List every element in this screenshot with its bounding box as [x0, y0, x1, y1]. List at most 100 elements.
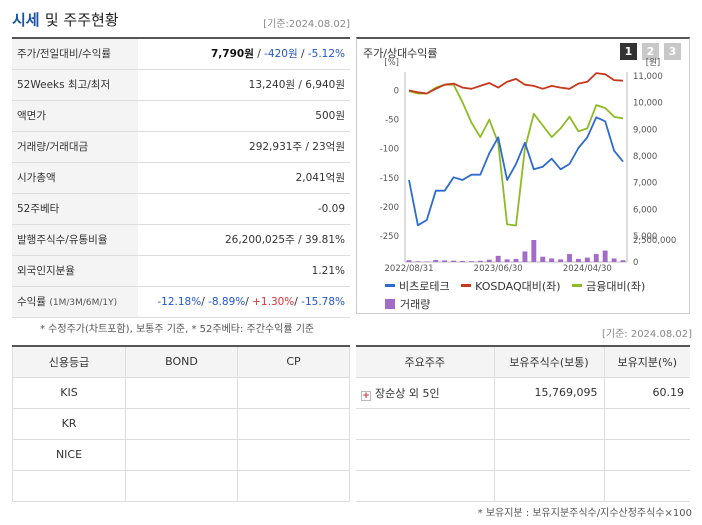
volume-bar	[442, 260, 448, 262]
volume-bar	[593, 254, 599, 262]
x-tick-label: 2023/06/30	[474, 264, 523, 274]
holder-name[interactable]: 장순상 외 5인	[375, 386, 440, 400]
y-tick-right: 11,000	[633, 72, 663, 82]
y-tick-left: -50	[385, 116, 399, 126]
table-row: NICE	[12, 438, 350, 471]
y-tick-right: 5,000	[633, 232, 657, 242]
x-tick-label: 2024/04/30	[563, 264, 612, 274]
table-row: + 장순상 외 5인 15,769,095 60.19	[356, 377, 690, 409]
volume-bar	[477, 260, 483, 262]
y-tick-left: -100	[380, 145, 399, 155]
chart-tabs: 1 2 3	[620, 43, 681, 60]
summary-row: 액면가 500원	[12, 101, 350, 132]
y-tick-right: 10,000	[633, 99, 663, 109]
summary-row-returns: 수익률 (1M/3M/6M/1Y) -12.18%/ -8.89%/ +1.30…	[12, 287, 350, 318]
stock-chart: [%] [원] 0 -50 -100 -150 -200 -250 11,000 10,000 9,…	[380, 58, 677, 274]
table-row	[356, 470, 690, 502]
volume-bar	[602, 250, 608, 262]
y-tick-left: 0	[394, 87, 399, 97]
volume-bar	[522, 251, 528, 262]
summary-row: 외국인지분율 1.21%	[12, 256, 350, 287]
holders-header: 주요주주	[356, 346, 494, 378]
summary-row: 거래량/거래대금 292,931주 / 23억원	[12, 132, 350, 163]
y-tick-left: -200	[380, 203, 399, 213]
volume-bar	[549, 258, 555, 262]
y-tick-left: -150	[380, 174, 399, 184]
table-row: KR	[12, 407, 350, 440]
kosdaq-relative-line	[408, 72, 624, 95]
finance-relative-line	[408, 83, 624, 227]
table-row: KIS	[12, 376, 350, 409]
table-row	[356, 408, 690, 440]
price-note: * 수정주가(차트포함), 보통주 기준, * 52주베타: 주간수익률 기준	[40, 324, 315, 335]
credit-header: BOND	[125, 345, 238, 378]
volume-bar	[406, 260, 412, 262]
chart-tab-1[interactable]: 1	[620, 43, 637, 60]
summary-row-price: 주가/전일대비/수익률 7,790원 / -420원 / -5.12%	[12, 39, 350, 70]
volume-bar	[468, 261, 474, 262]
volume-bar	[424, 261, 430, 262]
volume-bar	[575, 258, 581, 262]
table-row	[12, 469, 350, 502]
volume-bar	[513, 258, 519, 262]
holders-header: 보유주식수(보통)	[493, 346, 604, 378]
volume-bar	[531, 240, 537, 262]
summary-row: 발행주식수/유통비율 26,200,025주 / 39.81%	[12, 225, 350, 256]
y-tick-right: 6,000	[633, 205, 657, 215]
return-1m: -12.18%	[157, 296, 202, 308]
chart-legend: 비츠로테크 KOSDAQ대비(좌) 금융대비(좌) 거래량	[385, 277, 653, 312]
table-row	[356, 439, 690, 471]
summary-row: 52주베타 -0.09	[12, 194, 350, 225]
legend-item-stock: 비츠로테크	[385, 278, 450, 294]
return-1y: -15.78%	[301, 296, 345, 308]
volume-bar	[504, 259, 510, 262]
stock-price-line	[408, 116, 624, 227]
volume-bar	[611, 258, 617, 262]
price-change: -420원	[264, 48, 298, 60]
holders-header: 보유지분(%)	[603, 346, 690, 378]
volume-bar	[495, 255, 501, 262]
volume-tick: 0	[633, 258, 638, 268]
credit-header: CP	[237, 345, 350, 378]
expand-plus-icon[interactable]: +	[361, 390, 371, 401]
volume-bar	[558, 259, 564, 262]
volume-bar	[540, 256, 546, 262]
volume-bar	[415, 261, 421, 262]
credit-rating-table: 신용등급 BOND CP KIS KR NICE	[12, 345, 350, 502]
volume-bar	[433, 260, 439, 262]
credit-header: 신용등급	[12, 345, 126, 378]
stock-chart-panel: 주가/상대수익률 1 2 3 [%] [원] 0 -50 -100 -150 -200 -25…	[356, 37, 690, 314]
price-change-rate: -5.12%	[307, 48, 345, 60]
left-unit: [%]	[384, 58, 399, 68]
y-tick-right: 8,000	[633, 152, 657, 162]
holders-note: * 보유지분 : 보유지분주식수/지수산정주식수×100	[477, 508, 692, 519]
current-price: 7,790원	[211, 48, 254, 60]
volume-bar	[584, 257, 590, 262]
volume-bar	[486, 259, 492, 262]
volume-bar	[460, 260, 465, 262]
chart-title: 주가/상대수익률	[363, 47, 438, 60]
x-tick-label: 2022/08/31	[385, 264, 434, 274]
volume-bar	[451, 260, 457, 262]
volume-tick: 2,500,000	[633, 236, 676, 246]
y-tick-right: 7,000	[633, 179, 657, 189]
y-tick-left: -250	[380, 232, 399, 242]
volume-bar	[620, 260, 626, 262]
chart-tab-3[interactable]: 3	[664, 43, 681, 60]
price-summary-table: 주가/전일대비/수익률 7,790원 / -420원 / -5.12% 52We…	[12, 37, 350, 318]
right-unit: [원]	[646, 58, 660, 68]
chart-tab-2[interactable]: 2	[642, 43, 659, 60]
legend-item-finance: 금융대비(좌)	[572, 278, 645, 294]
summary-row: 시가총액 2,041억원	[12, 163, 350, 194]
legend-item-volume: 거래량	[385, 296, 430, 312]
base-date-holders: [기준: 2024.08.02]	[601, 329, 692, 340]
major-shareholders-table: 주요주주 보유주식수(보통) 보유지분(%) + 장순상 외 5인 15,769,…	[356, 345, 690, 502]
volume-bar	[567, 254, 572, 262]
y-tick-right: 9,000	[633, 125, 657, 135]
return-6m: +1.30%	[252, 296, 295, 308]
base-date: [기준:2024.08.02]	[263, 19, 350, 30]
legend-item-kosdaq: KOSDAQ대비(좌)	[461, 278, 561, 294]
summary-row: 52Weeks 최고/최저 13,240원 / 6,940원	[12, 70, 350, 101]
return-3m: -8.89%	[208, 296, 246, 308]
page-title: 시세 및 주주현황	[12, 11, 119, 29]
